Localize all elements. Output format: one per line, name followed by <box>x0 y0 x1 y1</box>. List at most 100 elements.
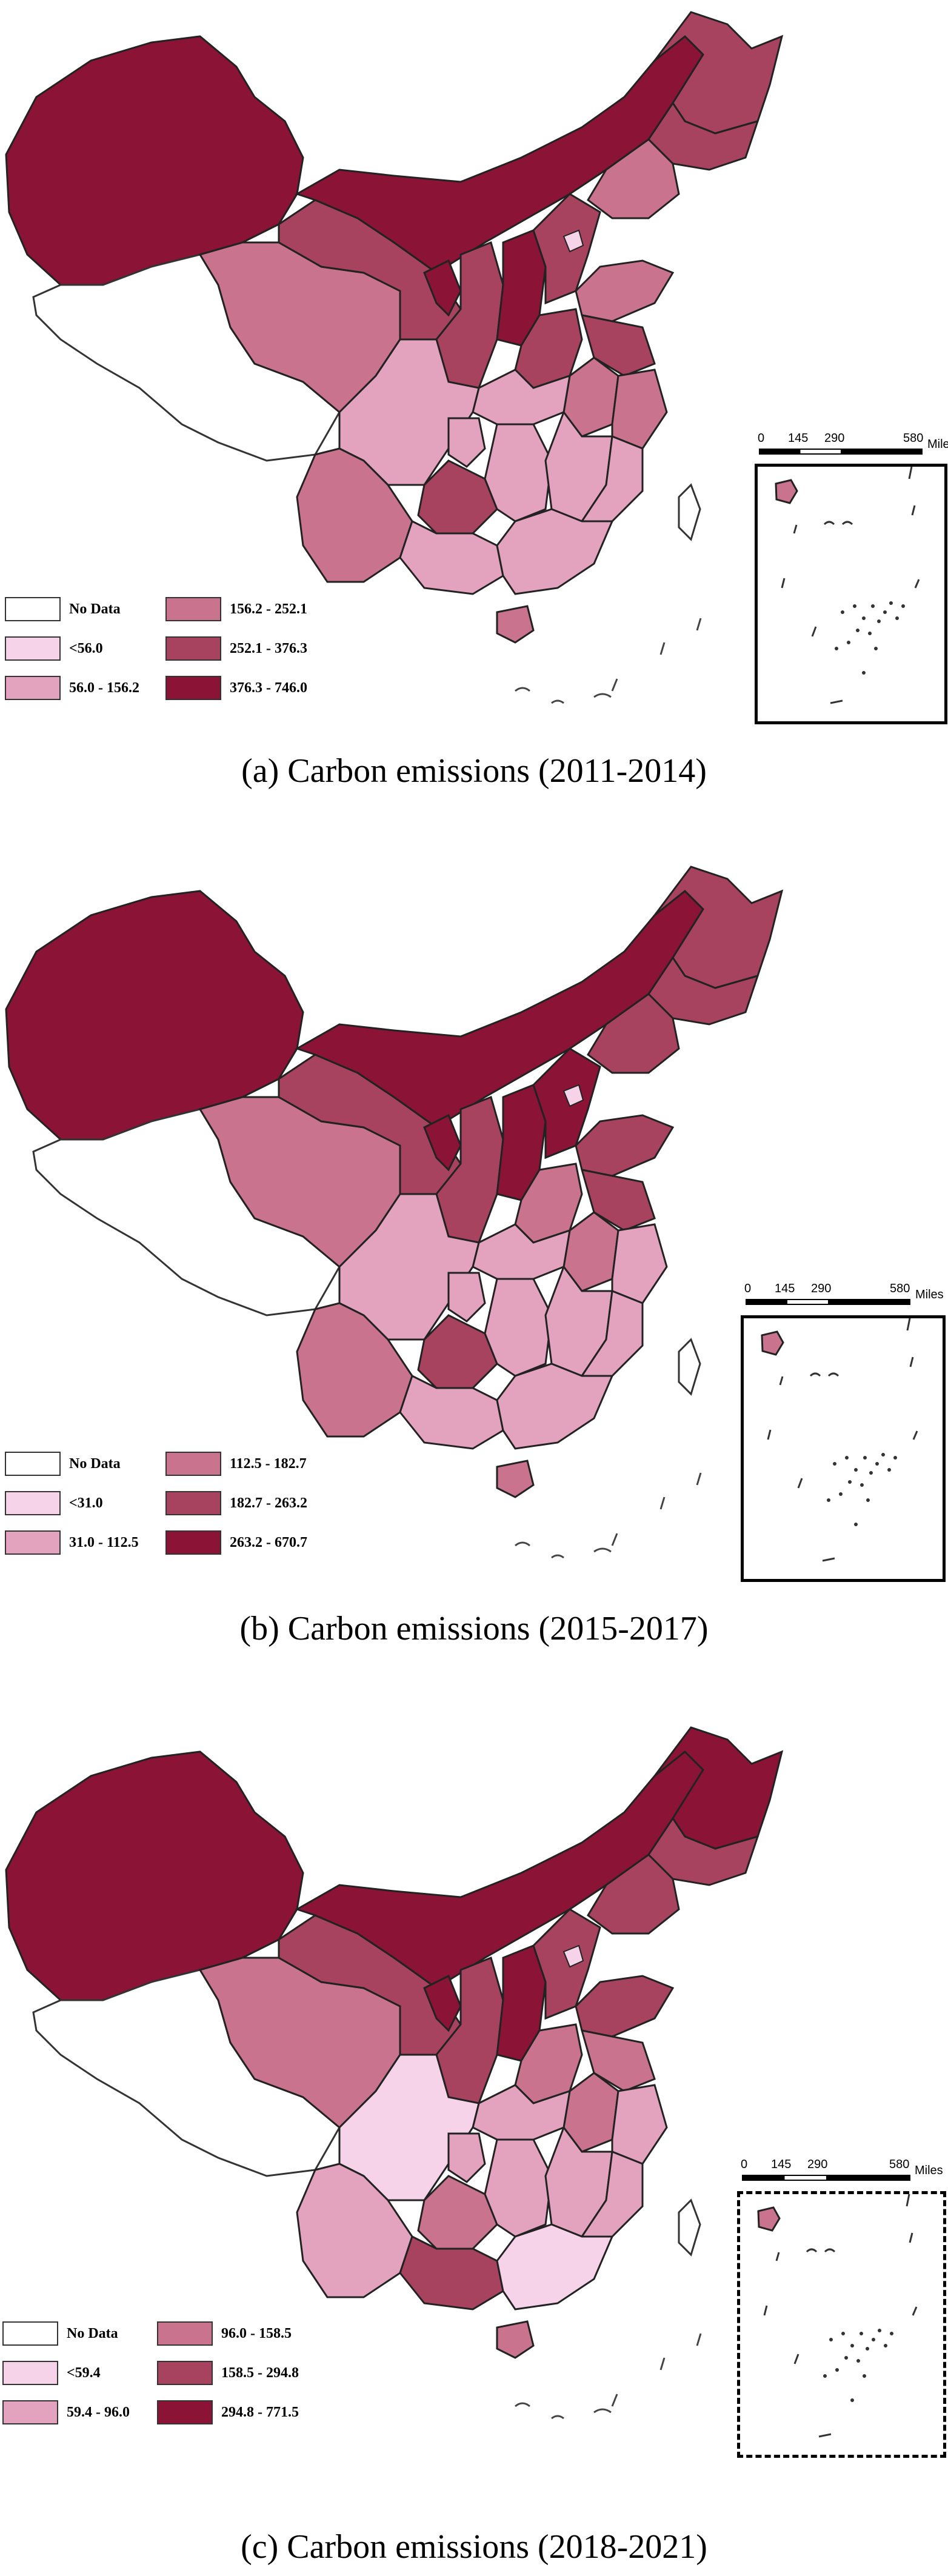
scale-tick: 145 <box>771 2158 792 2171</box>
region-hunan <box>484 1278 553 1377</box>
scale-tick: 290 <box>824 432 845 445</box>
south-china-sea-inset-c <box>737 2191 946 2458</box>
legend-b: No Data <31.0 31.0 - 112.5 112.5 - 182.7… <box>5 1452 393 1573</box>
caption-a: (a) Carbon emissions (2011-2014) <box>241 752 707 790</box>
legend-swatch-2 <box>2 2400 58 2424</box>
map-panel-a: No Data <56.0 56.0 - 156.2 156.2 - 252.1… <box>0 0 948 824</box>
region-hebei <box>532 1908 601 2020</box>
region-hainan <box>496 2320 535 2359</box>
legend-swatch-5 <box>157 2400 213 2424</box>
map-panel-c: No Data <59.4 59.4 - 96.0 96.0 - 158.5 1… <box>0 1715 948 2576</box>
region-ningxia <box>423 1113 462 1172</box>
legend-swatch-3 <box>165 597 221 621</box>
legend-swatch-5 <box>165 1530 221 1555</box>
scale-tick: 145 <box>788 432 809 445</box>
region-hunan <box>484 2138 553 2238</box>
legend-label: 96.0 - 158.5 <box>221 2325 292 2341</box>
region-taiwan <box>678 2198 701 2257</box>
region-chongqing <box>447 417 486 468</box>
legend-swatch-3 <box>157 2321 213 2346</box>
legend-swatch-4 <box>165 1491 221 1515</box>
region-shandong <box>575 259 675 322</box>
caption-c: (c) Carbon emissions (2018-2021) <box>241 2528 707 2566</box>
scale-tick: 290 <box>807 2158 828 2171</box>
china-map-c <box>5 1726 784 2420</box>
region-guizhou <box>417 459 498 535</box>
region-zhejiang <box>611 369 668 450</box>
south-islands-a <box>515 618 702 704</box>
scale-unit: Miles <box>915 2164 943 2177</box>
china-map-a <box>5 11 784 704</box>
legend-label: <59.4 <box>67 2364 101 2381</box>
region-liaoning <box>587 993 680 1074</box>
legend-label: <56.0 <box>69 640 103 656</box>
legend-swatch-4 <box>165 636 221 661</box>
legend-swatch-1 <box>5 636 61 661</box>
south-china-sea-inset-b <box>741 1315 946 1582</box>
legend-swatch-1 <box>2 2361 58 2385</box>
inset-islands <box>757 2194 918 2438</box>
region-taiwan <box>678 1338 701 1396</box>
region-shandong <box>575 1114 675 1177</box>
legend-label: 252.1 - 376.3 <box>230 640 307 656</box>
legend-label: 376.3 - 746.0 <box>230 679 307 696</box>
legend-swatch-1 <box>5 1491 61 1515</box>
region-ningxia <box>423 259 462 317</box>
region-guizhou <box>417 1314 498 1389</box>
region-guangdong <box>496 1363 614 1450</box>
scale-tick: 580 <box>889 2158 910 2171</box>
scale-bar-c: 0 145 290 580 Miles <box>741 2158 944 2185</box>
china-map-b <box>5 866 784 1559</box>
scale-tick: 0 <box>741 2158 748 2171</box>
inset-islands <box>761 1318 918 1562</box>
south-china-sea-inset-a <box>755 464 947 724</box>
region-chongqing <box>447 1272 486 1323</box>
legend-label: 156.2 - 252.1 <box>230 601 307 617</box>
legend-label: 182.7 - 263.2 <box>230 1495 307 1511</box>
caption-b: (b) Carbon emissions (2015-2017) <box>239 1610 709 1647</box>
region-hebei <box>532 193 601 305</box>
region-liaoning <box>587 138 680 219</box>
region-ningxia <box>423 1974 462 2032</box>
south-islands-c <box>515 2333 702 2420</box>
legend-swatch-no-data <box>5 597 61 621</box>
region-guizhou <box>417 2175 498 2250</box>
scale-bar-a: 0 145 290 580 Miles <box>758 432 948 459</box>
scale-tick: 0 <box>744 1282 752 1295</box>
legend-label: 56.0 - 156.2 <box>69 679 139 696</box>
region-hainan <box>496 605 535 644</box>
legend-label: 112.5 - 182.7 <box>230 1455 307 1472</box>
legend-swatch-5 <box>165 676 221 700</box>
region-zhejiang <box>611 2084 668 2165</box>
legend-swatch-3 <box>165 1452 221 1476</box>
region-hainan <box>496 1460 535 1498</box>
legend-label: 59.4 - 96.0 <box>67 2404 130 2420</box>
legend-label: No Data <box>67 2325 118 2341</box>
legend-label: 31.0 - 112.5 <box>69 1534 139 1550</box>
region-taiwan <box>678 483 701 541</box>
map-panel-b: No Data <31.0 31.0 - 112.5 112.5 - 182.7… <box>0 855 948 1691</box>
legend-swatch-2 <box>5 676 61 700</box>
region-beijing <box>562 1084 584 1107</box>
region-zhejiang <box>611 1223 668 1304</box>
legend-swatch-no-data <box>2 2321 58 2346</box>
scale-bar-b: 0 145 290 580 Miles <box>744 1282 944 1309</box>
legend-label: 158.5 - 294.8 <box>221 2364 299 2381</box>
scale-tick: 0 <box>758 432 765 445</box>
region-chongqing <box>447 2132 486 2183</box>
region-guangdong <box>496 2223 614 2311</box>
region-beijing <box>562 229 584 253</box>
inset-islands <box>775 466 920 704</box>
south-islands-b <box>515 1472 702 1559</box>
legend-c: No Data <59.4 59.4 - 96.0 96.0 - 158.5 1… <box>2 2321 390 2443</box>
legend-label: No Data <box>69 1455 121 1472</box>
region-shandong <box>575 1975 675 2038</box>
scale-unit: Miles <box>915 1288 944 1301</box>
legend-label: 294.8 - 771.5 <box>221 2404 299 2420</box>
region-hunan <box>484 423 553 522</box>
legend-a: No Data <56.0 56.0 - 156.2 156.2 - 252.1… <box>5 597 393 718</box>
legend-swatch-2 <box>5 1530 61 1555</box>
legend-label: No Data <box>69 601 121 617</box>
region-liaoning <box>587 1854 680 1935</box>
legend-label: <31.0 <box>69 1495 103 1511</box>
